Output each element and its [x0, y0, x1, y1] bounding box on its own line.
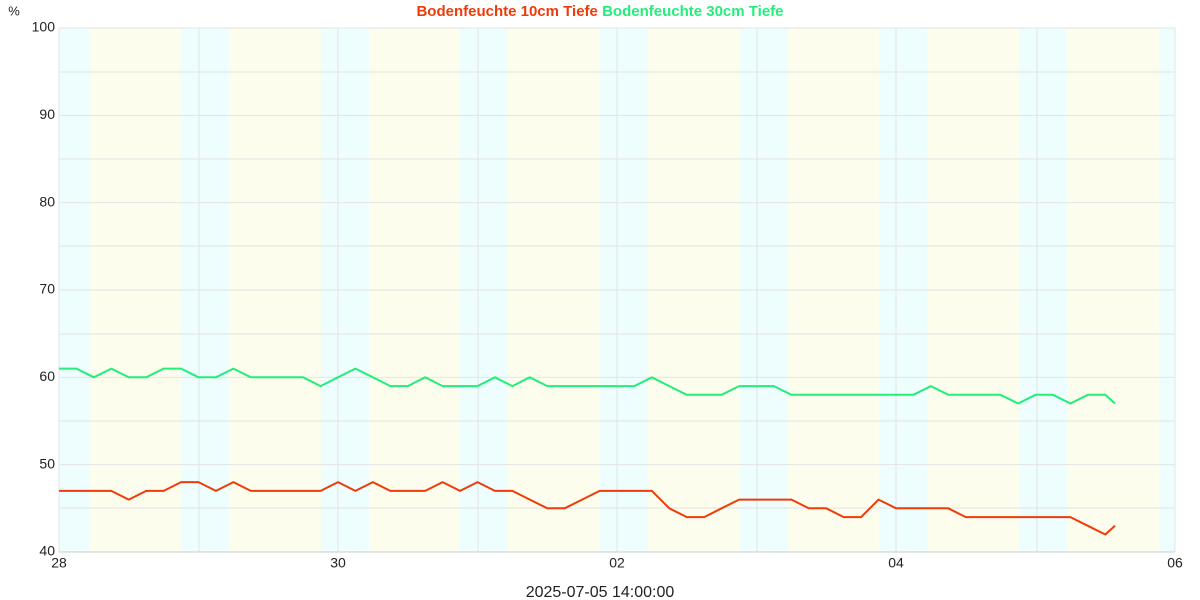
series-line [59, 367, 1116, 405]
legend: Bodenfeuchte 10cm Tiefe Bodenfeuchte 30c… [416, 3, 783, 20]
x-tick-label: 02 [609, 555, 625, 571]
x-tick-label: 30 [330, 555, 346, 571]
y-tick-label: 90 [39, 106, 55, 122]
y-tick-label: 50 [39, 455, 55, 471]
legend-entry: Bodenfeuchte 30cm Tiefe [602, 3, 783, 20]
y-tick-label: 40 [39, 543, 55, 559]
y-tick-label: 80 [39, 193, 55, 209]
y-tick-label: 70 [39, 281, 55, 297]
legend-entry: Bodenfeuchte 10cm Tiefe [416, 3, 597, 20]
y-tick-label: 60 [39, 368, 55, 384]
y-tick-label: 100 [32, 19, 56, 35]
x-tick-label: 28 [51, 555, 67, 571]
y-axis-label: % [8, 3, 20, 18]
x-tick-label: 06 [1167, 555, 1183, 571]
series-line [59, 481, 1116, 536]
x-tick-label: 04 [888, 555, 904, 571]
x-axis-label: 2025-07-05 14:00:00 [526, 584, 675, 600]
